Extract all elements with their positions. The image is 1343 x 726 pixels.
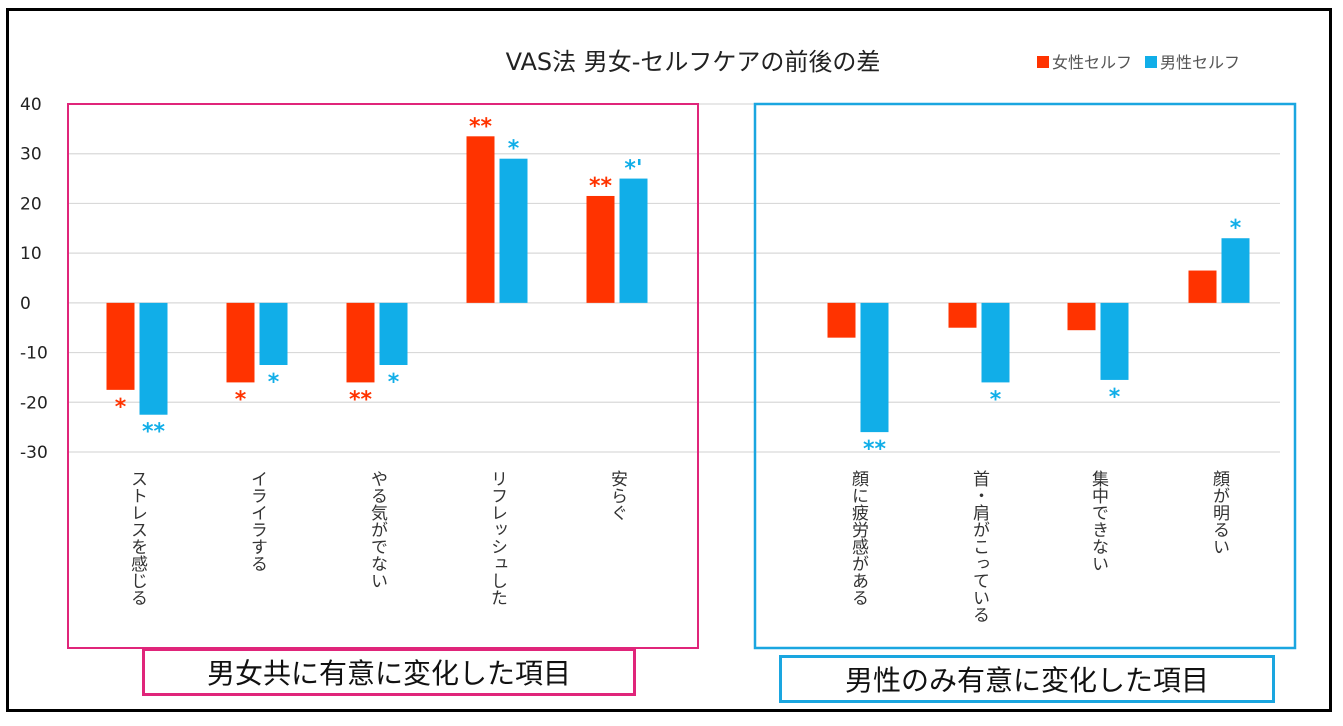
legend-swatch <box>1037 56 1049 68</box>
bar <box>619 178 648 303</box>
significance-mark: * <box>268 370 280 395</box>
y-tick-label: 0 <box>20 294 31 314</box>
y-tick-label: -10 <box>20 344 48 364</box>
y-tick-label: 10 <box>20 244 42 264</box>
y-tick-label: 40 <box>20 95 42 115</box>
significance-mark: * <box>388 370 400 395</box>
bar <box>226 302 255 383</box>
y-tick-label: -30 <box>20 443 48 463</box>
group-caption-male-only: 男性のみ有意に変化した項目 <box>779 655 1275 703</box>
significance-mark: *' <box>624 157 642 182</box>
gridlines <box>68 103 1280 453</box>
bar <box>1067 302 1096 331</box>
y-tick-label: 30 <box>20 145 42 165</box>
significance-mark: ** <box>142 420 166 445</box>
category-label: 集中できない <box>1088 470 1109 572</box>
category-label: 顔に疲労感がある <box>848 470 869 606</box>
y-tick-label: 20 <box>20 194 42 214</box>
bar <box>259 302 288 365</box>
significance-mark: ** <box>589 174 613 199</box>
bar <box>1221 238 1250 303</box>
legend-swatch <box>1145 56 1157 68</box>
category-label: イライラする <box>247 470 267 572</box>
significance-mark: * <box>1109 385 1121 410</box>
legend-label: 女性セルフ <box>1052 53 1132 72</box>
bar <box>981 302 1010 383</box>
category-label: リフレッシュした <box>487 470 507 606</box>
bar <box>948 302 977 328</box>
group-caption-both: 男女共に有意に変化した項目 <box>142 648 636 696</box>
category-label: 安らぐ <box>607 470 627 521</box>
bars: * * ********* ***'*** ** <box>106 114 1250 462</box>
bar <box>1188 270 1217 303</box>
bar <box>860 302 889 433</box>
significance-mark: * <box>1230 216 1242 241</box>
bar <box>106 302 135 390</box>
category-label: やる気がでない <box>367 470 388 589</box>
category-label: 顔が明るい <box>1209 470 1230 555</box>
significance-mark: * <box>235 387 247 412</box>
y-tick-label: -20 <box>20 393 48 413</box>
y-axis: 40 30 20 10 0 -10 -20 -30 <box>20 95 48 463</box>
significance-mark: ** <box>349 387 373 412</box>
bar <box>586 195 615 303</box>
legend-label: 男性セルフ <box>1160 53 1240 72</box>
category-label: 首・肩がこっている <box>969 470 990 623</box>
legend: 女性セルフ 男性セルフ <box>1037 53 1240 72</box>
significance-mark: * <box>990 387 1002 412</box>
category-label: ストレスを感じる <box>127 470 148 606</box>
category-labels: ストレスを感じる イライラする やる気がでない リフレッシュした 安らぐ 顔に疲労感がある… <box>127 470 1230 623</box>
chart-title: VAS法 男女-セルフケアの前後の差 <box>506 48 881 76</box>
bar <box>499 158 528 303</box>
group-box-male-only <box>753 102 1297 650</box>
bar <box>346 302 375 383</box>
significance-mark: * <box>508 137 520 162</box>
significance-mark: ** <box>469 114 493 139</box>
bar <box>139 302 168 415</box>
significance-mark: ** <box>863 437 887 462</box>
bar <box>379 302 408 365</box>
bar <box>1100 302 1129 380</box>
bar <box>827 302 856 338</box>
bar <box>466 136 495 303</box>
significance-mark: * <box>115 395 127 420</box>
